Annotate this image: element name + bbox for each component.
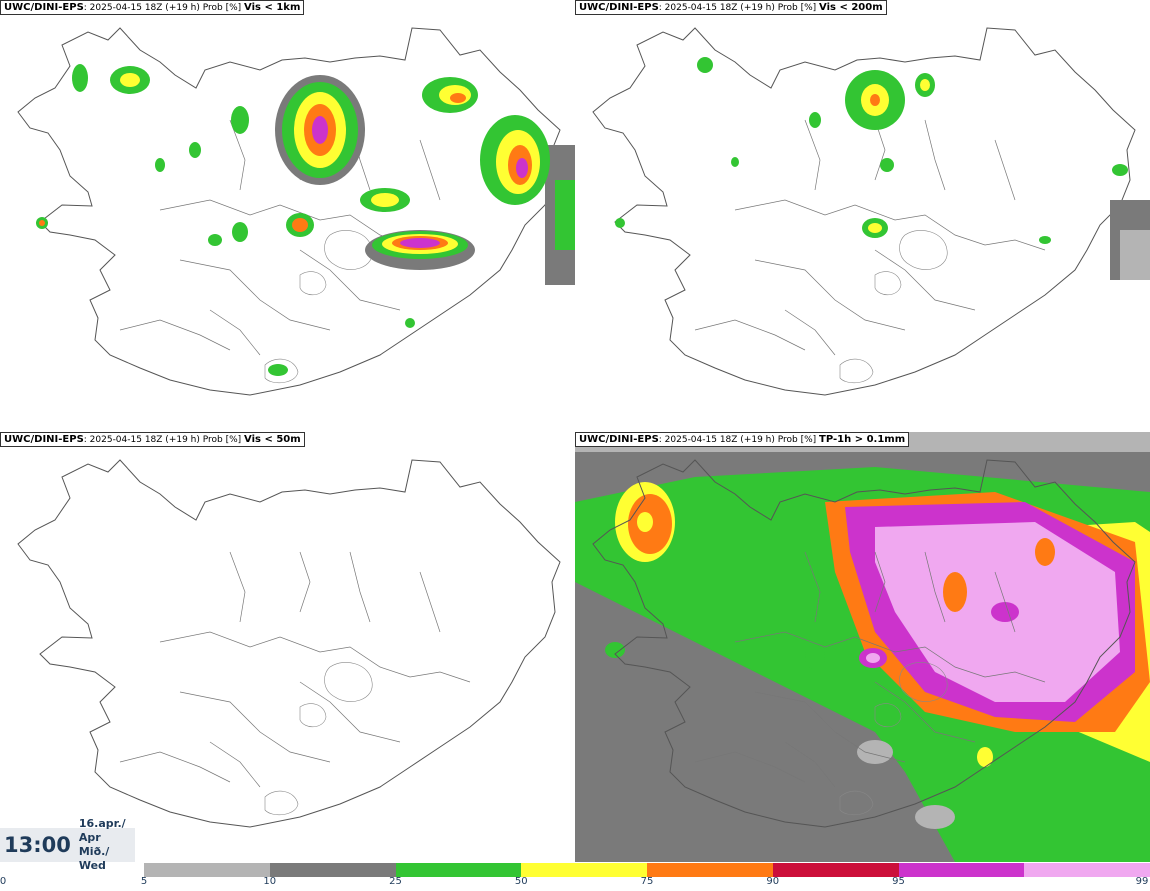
legend-swatch <box>1024 863 1150 877</box>
legend-ticks: 0 5 10 25 50 75 90 95 99 <box>0 876 1150 891</box>
prob-field-vis-200m <box>615 57 1150 280</box>
map-vis-1km <box>17 27 575 396</box>
variable-label: Vis < 200m <box>819 2 883 13</box>
legend-tick-label: 0 <box>0 876 7 887</box>
legend-colorbar <box>144 863 1150 877</box>
valid-time-box: 13:00 16.apr./ Apr Mið./ Wed <box>0 817 135 872</box>
valid-date-line1: 16.apr./ Apr <box>78 817 126 844</box>
panel-tp1h: UWC/DINI-EPS: 2025-04-15 18Z (+19 h) Pro… <box>575 432 1150 862</box>
run-label: : 2025-04-15 18Z (+19 h) Prob [%] <box>658 435 817 445</box>
legend-swatch <box>521 863 647 877</box>
legend-tick-label: 95 <box>892 876 905 887</box>
legend-tick-label: 50 <box>514 876 528 887</box>
map-tp1h <box>575 432 1150 862</box>
prob-field-vis-1km <box>36 64 575 376</box>
variable-label: TP-1h > 0.1mm <box>819 434 906 445</box>
panel-vis-200m: UWC/DINI-EPS: 2025-04-15 18Z (+19 h) Pro… <box>575 0 1150 430</box>
model-label: UWC/DINI-EPS <box>4 2 84 13</box>
run-label: : 2025-04-15 18Z (+19 h) Prob [%] <box>658 3 817 13</box>
legend-tick-label: 25 <box>389 876 402 887</box>
legend-tick-label: 75 <box>640 876 654 887</box>
variable-label: Vis < 50m <box>244 434 301 445</box>
run-label: : 2025-04-15 18Z (+19 h) Prob [%] <box>83 3 242 13</box>
model-label: UWC/DINI-EPS <box>579 434 659 445</box>
legend-swatch <box>395 863 522 877</box>
panel-title: UWC/DINI-EPS: 2025-04-15 18Z (+19 h) Pro… <box>0 0 305 15</box>
model-label: UWC/DINI-EPS <box>579 2 659 13</box>
legend-tick-label: 5 <box>140 876 148 887</box>
panel-vis-50m: UWC/DINI-EPS: 2025-04-15 18Z (+19 h) Pro… <box>0 432 575 862</box>
legend-swatch <box>772 863 899 877</box>
variable-label: Vis < 1km <box>244 2 301 13</box>
panel-title: UWC/DINI-EPS: 2025-04-15 18Z (+19 h) Pro… <box>575 432 910 447</box>
legend-tick-label: 99 <box>1135 876 1149 887</box>
legend-swatch <box>269 863 396 877</box>
legend-swatch <box>898 863 1025 877</box>
model-label: UWC/DINI-EPS <box>4 434 84 445</box>
legend-swatch <box>144 863 270 877</box>
valid-date-line2: Mið./ Wed <box>78 845 110 872</box>
valid-time-clock: 13:00 <box>4 833 71 857</box>
panel-title: UWC/DINI-EPS: 2025-04-15 18Z (+19 h) Pro… <box>0 432 305 447</box>
legend-swatch <box>647 863 773 877</box>
valid-time-date: 16.apr./ Apr Mið./ Wed <box>79 817 135 873</box>
panel-vis-1km: UWC/DINI-EPS: 2025-04-15 18Z (+19 h) Pro… <box>0 0 575 430</box>
map-vis-50m <box>17 459 561 828</box>
panel-title: UWC/DINI-EPS: 2025-04-15 18Z (+19 h) Pro… <box>575 0 887 15</box>
legend-tick-label: 90 <box>766 876 780 887</box>
map-vis-200m <box>592 27 1150 396</box>
legend-tick-label: 10 <box>263 876 277 887</box>
run-label: : 2025-04-15 18Z (+19 h) Prob [%] <box>83 435 242 445</box>
